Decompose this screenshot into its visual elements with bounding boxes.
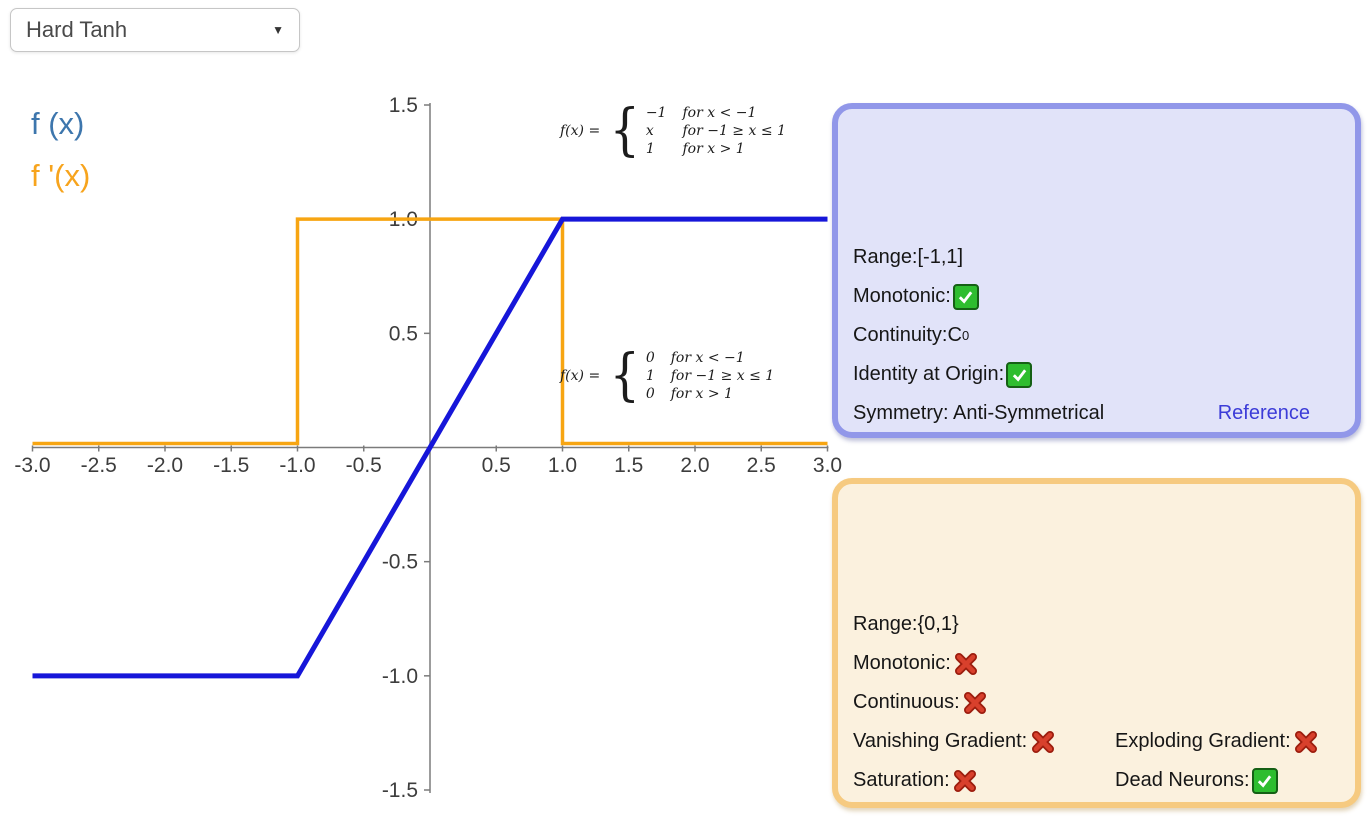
fx-formula: f(x) = { −1 for x < −1 x for −1 ≥ x ≤ 1 … <box>560 102 786 160</box>
fx-monotonic-label: Monotonic: <box>853 285 951 307</box>
dfx-formula: f(x) = { 0 for x < −1 1 for −1 ≥ x ≤ 1 0… <box>560 347 774 405</box>
dfx-saturation-row: Saturation: Dead Neurons: <box>853 761 1347 800</box>
fx-identity-label: Identity at Origin: <box>853 363 1005 385</box>
svg-text:-2.5: -2.5 <box>81 454 117 477</box>
reference-link[interactable]: Reference <box>1217 402 1310 424</box>
vanishing-gradient-cell: Vanishing Gradient: <box>853 729 1115 754</box>
cross-icon <box>953 768 978 793</box>
dfx-gradient-row: Vanishing Gradient: Exploding Gradient: <box>853 722 1347 761</box>
formula-case-condition: for −1 ≥ x ≤ 1 <box>670 368 775 384</box>
dfx-monotonic-label: Monotonic: <box>853 652 951 674</box>
svg-text:1.0: 1.0 <box>548 454 577 477</box>
svg-text:0.5: 0.5 <box>389 322 418 345</box>
fx-continuity-label: Continuity:C <box>853 324 962 346</box>
fx-continuity-order: 0 <box>961 328 970 343</box>
svg-text:-1.0: -1.0 <box>382 665 418 688</box>
formula-case-condition: for x > 1 <box>682 141 745 157</box>
dead-neurons-label: Dead Neurons: <box>1115 769 1250 791</box>
cross-icon <box>1030 729 1055 754</box>
svg-text:-1.0: -1.0 <box>279 454 315 477</box>
formula-case-value: 0 <box>645 350 655 366</box>
saturation-cell: Saturation: <box>853 768 1115 793</box>
fx-range-row: Range:[-1,1] <box>853 238 1347 277</box>
fx-formula-brace: { <box>609 98 641 163</box>
fx-formula-lhs: f(x) = <box>560 123 601 139</box>
formula-case-condition: for x < −1 <box>670 350 745 366</box>
formula-case-condition: for x < −1 <box>682 105 757 121</box>
svg-text:-3.0: -3.0 <box>14 454 50 477</box>
dfx-continuous-label: Continuous: <box>853 691 960 713</box>
svg-text:-1.5: -1.5 <box>382 779 418 802</box>
activation-function-select-value: Hard Tanh <box>26 17 128 42</box>
fx-range-label: Range:[-1,1] <box>853 246 964 268</box>
formula-case-value: −1 <box>645 105 667 121</box>
fx-properties-panel: Range:[-1,1] Monotonic: Continuity:C 0 Id… <box>832 103 1361 438</box>
legend-dfx-label: f '(x) <box>31 158 91 193</box>
fx-symmetry-label: Symmetry: Anti-Symmetrical <box>853 402 1105 424</box>
dfx-formula-lhs: f(x) = <box>560 368 601 384</box>
formula-case-value: x <box>645 123 654 139</box>
fx-monotonic-row: Monotonic: <box>853 277 1347 316</box>
svg-text:1.5: 1.5 <box>614 454 643 477</box>
formula-case-condition: for x > 1 <box>670 386 733 402</box>
formula-case-value: 0 <box>645 386 655 402</box>
check-icon <box>1006 361 1033 388</box>
formula-case-value: 1 <box>645 368 655 384</box>
dead-neurons-cell: Dead Neurons: <box>1115 767 1278 794</box>
dfx-range-row: Range:{0,1} <box>853 605 1347 644</box>
svg-text:-2.0: -2.0 <box>147 454 183 477</box>
fx-continuity-row: Continuity:C 0 <box>853 316 1347 355</box>
dfx-range-label: Range:{0,1} <box>853 613 959 635</box>
cross-icon <box>1294 729 1319 754</box>
exploding-gradient-label: Exploding Gradient: <box>1115 730 1291 752</box>
svg-text:1.5: 1.5 <box>389 94 418 117</box>
dfx-continuous-row: Continuous: <box>853 683 1347 722</box>
fx-identity-row: Identity at Origin: <box>853 355 1347 394</box>
dfx-monotonic-row: Monotonic: <box>853 644 1347 683</box>
cross-icon <box>963 690 988 715</box>
dfx-properties-panel: Range:{0,1} Monotonic: Continuous: Vanis… <box>832 478 1361 808</box>
svg-text:0.5: 0.5 <box>482 454 511 477</box>
dfx-formula-brace: { <box>609 343 641 408</box>
formula-case-value: 1 <box>645 141 655 157</box>
check-icon <box>952 283 979 310</box>
svg-text:-1.5: -1.5 <box>213 454 249 477</box>
activation-function-select[interactable]: Hard Tanh ▼ <box>10 8 300 52</box>
vanishing-gradient-label: Vanishing Gradient: <box>853 730 1028 752</box>
check-icon <box>1251 767 1278 794</box>
svg-text:-0.5: -0.5 <box>346 454 382 477</box>
svg-text:3.0: 3.0 <box>813 454 842 477</box>
formula-case-condition: for −1 ≥ x ≤ 1 <box>682 123 786 139</box>
chevron-down-icon: ▼ <box>272 23 284 37</box>
saturation-label: Saturation: <box>853 769 950 791</box>
exploding-gradient-cell: Exploding Gradient: <box>1115 729 1319 754</box>
svg-text:2.5: 2.5 <box>747 454 776 477</box>
legend-fx-label: f (x) <box>31 106 85 141</box>
svg-text:-0.5: -0.5 <box>382 551 418 574</box>
fx-symmetry-row: Symmetry: Anti-Symmetrical Reference <box>853 394 1347 433</box>
cross-icon <box>954 651 979 676</box>
svg-text:2.0: 2.0 <box>680 454 709 477</box>
